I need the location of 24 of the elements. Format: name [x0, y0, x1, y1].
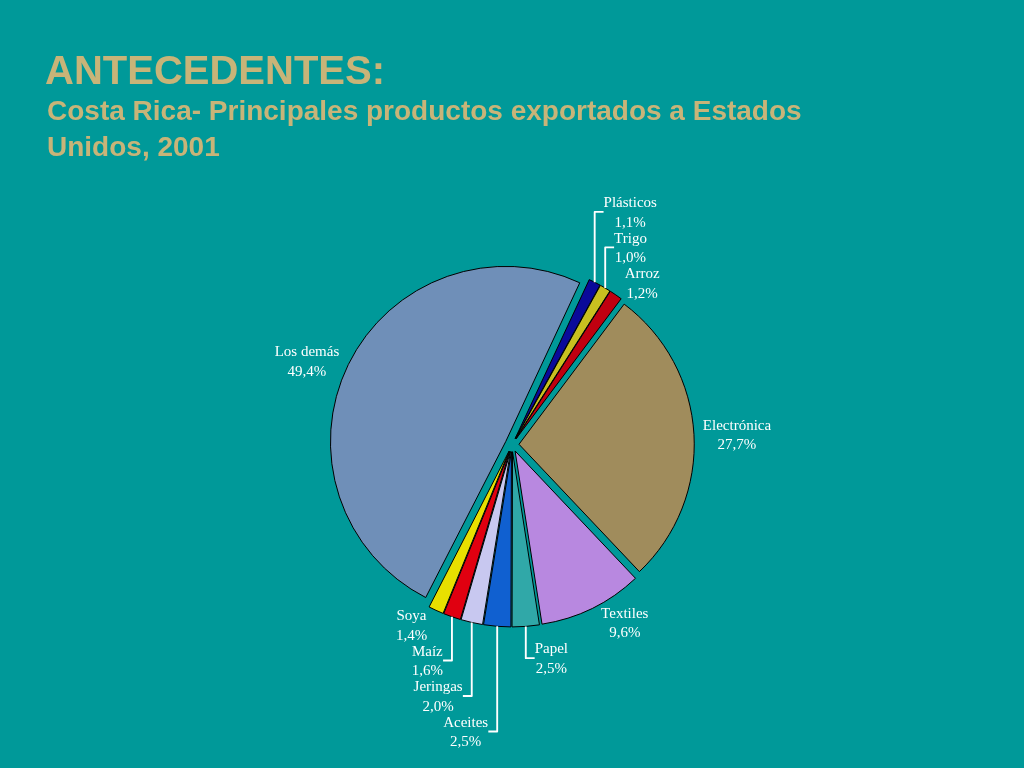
slice-label: Arroz — [624, 265, 660, 282]
data-label: 2,5% — [535, 659, 567, 676]
slice-label: Electrónica — [702, 416, 772, 433]
slice-label: Jeringas — [413, 678, 463, 695]
chart-title: ANTECEDENTES: — [45, 48, 386, 92]
data-label: 49,4% — [287, 362, 327, 379]
data-label: 2,5% — [450, 733, 482, 750]
chart-subtitle: Costa Rica- Principales productos exportados a Estados Unidos, 2001 — [47, 95, 802, 163]
data-label: 1,1% — [614, 213, 646, 230]
slice-label: Maíz — [411, 642, 444, 659]
data-label: 27,7% — [717, 436, 757, 453]
data-label: 1,4% — [395, 626, 428, 643]
slice-label: Aceites — [443, 713, 489, 730]
data-label: 9,6% — [609, 624, 641, 641]
slice-label: Textiles — [601, 604, 649, 621]
slice-label: Plásticos — [603, 194, 658, 211]
slice-label: Los demás — [274, 343, 340, 360]
slice-label: Papel — [534, 640, 568, 657]
data-label: 1,6% — [411, 662, 443, 679]
data-label: 2,0% — [422, 697, 454, 714]
slice-label: Soya — [396, 607, 427, 624]
slice-label: Trigo — [614, 229, 647, 246]
data-label: 1,0% — [614, 249, 647, 266]
data-label: 1,2% — [626, 284, 658, 301]
